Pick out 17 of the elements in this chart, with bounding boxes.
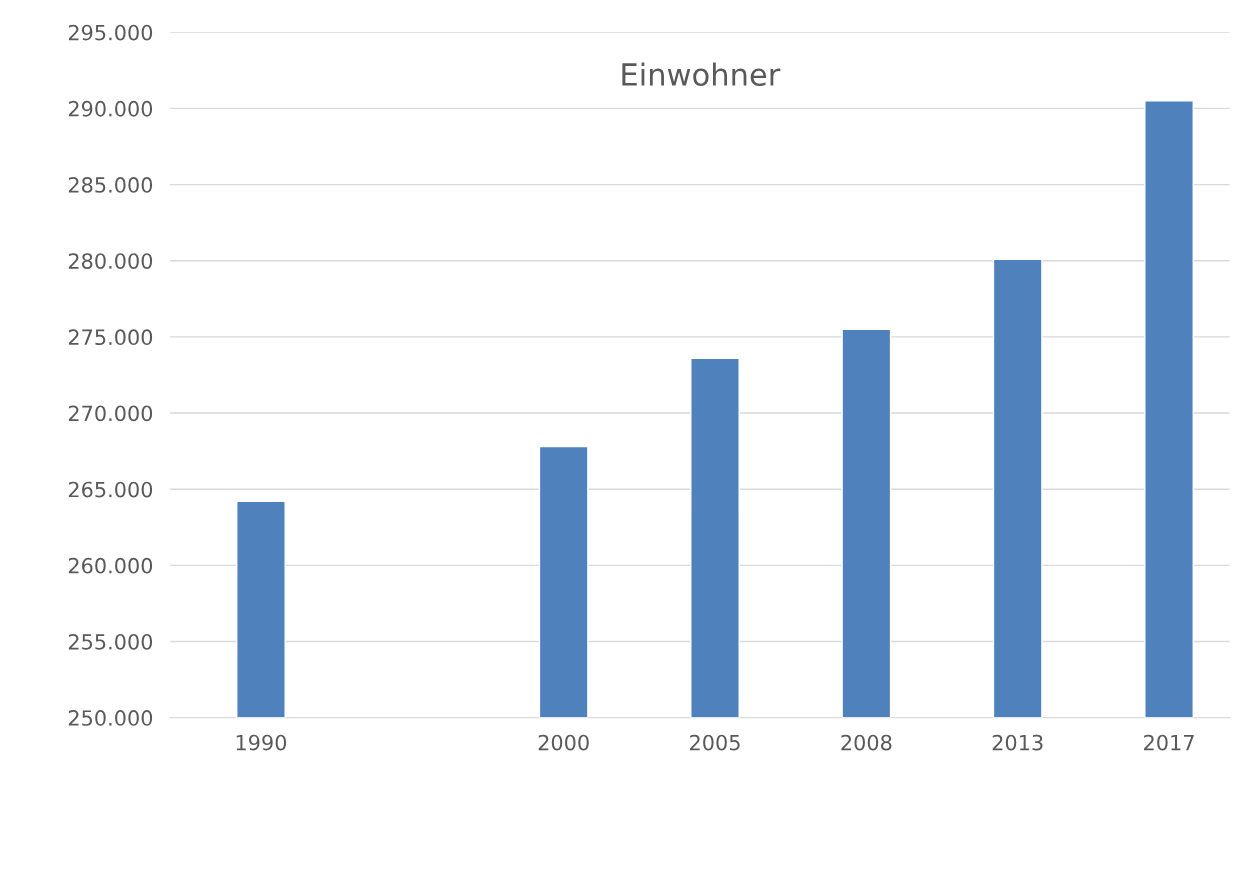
y-tick-label: 280.000 <box>68 253 153 269</box>
y-tick-label: 265.000 <box>68 481 153 498</box>
y-tick-label: 270.000 <box>68 405 153 422</box>
x-tick-label: 2017 <box>1144 734 1194 751</box>
y-tick-label: 285.000 <box>68 177 153 193</box>
x-tick-label: 2005 <box>690 734 740 751</box>
y-tick-label: 250.000 <box>68 710 153 726</box>
y-tick-label: 260.000 <box>68 557 153 574</box>
x-tick-label: 2013 <box>992 734 1043 751</box>
y-tick-label: 295.000 <box>68 24 153 41</box>
y-tick-label: 255.000 <box>68 633 153 650</box>
y-tick-label: 290.000 <box>68 100 153 117</box>
text: Einwohner <box>622 62 781 87</box>
x-tick-label: 2008 <box>841 734 892 751</box>
y-tick-label: 275.000 <box>68 329 153 346</box>
x-tick-label: 2000 <box>538 734 589 751</box>
x-tick-label: 1990 <box>236 734 287 751</box>
